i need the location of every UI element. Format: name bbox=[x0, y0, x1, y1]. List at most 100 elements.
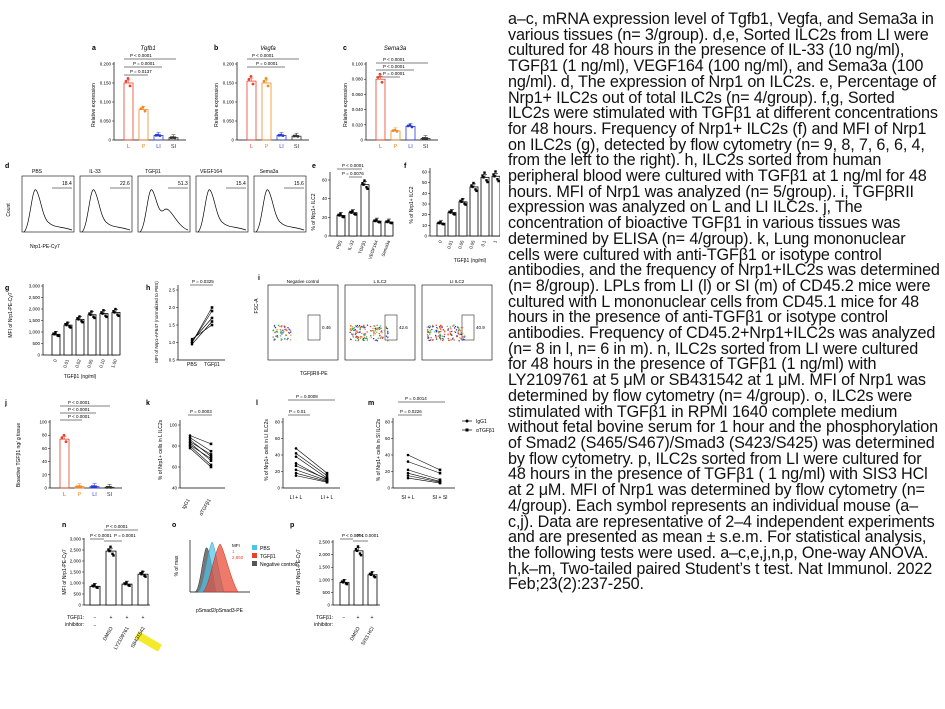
event-dot bbox=[434, 334, 437, 337]
histogram-curve bbox=[255, 189, 305, 233]
data-point bbox=[460, 200, 463, 204]
paired-line bbox=[189, 445, 212, 466]
histogram-frame bbox=[21, 175, 75, 233]
data-point bbox=[105, 485, 109, 489]
y-axis-label: Bioactive TGFβ1 ng/ g tissue bbox=[16, 423, 22, 487]
event-dot bbox=[274, 338, 276, 341]
paired-line bbox=[189, 437, 212, 452]
y-tick-label: 0.200 bbox=[100, 62, 112, 67]
y-tick-label: 2,500 bbox=[70, 548, 82, 553]
data-point bbox=[114, 307, 117, 311]
event-dot bbox=[450, 328, 452, 330]
condition-label: TGFβ1: bbox=[316, 615, 333, 621]
p-value: P < 0.0001 bbox=[383, 57, 405, 62]
event-dot bbox=[427, 335, 429, 337]
y-tick-label: 500 bbox=[32, 341, 40, 346]
data-point bbox=[188, 441, 192, 445]
data-point bbox=[482, 176, 485, 179]
panel-title: Sema3a bbox=[384, 46, 407, 52]
event-dot bbox=[357, 326, 359, 328]
condition-value: − bbox=[343, 615, 346, 621]
panel-j: j Bioactive TGFβ1 ng/ g tissue 0 20 40 60 80… bbox=[4, 400, 122, 498]
data-point bbox=[362, 183, 365, 186]
y-tick-label: 1,000 bbox=[319, 577, 331, 582]
dotplot-frame bbox=[267, 284, 339, 361]
y-axis-label: % of Nrp1+ cells in LI ILC2s bbox=[264, 419, 270, 481]
data-point bbox=[100, 311, 103, 314]
event-dot bbox=[460, 326, 462, 329]
data-point bbox=[190, 341, 194, 344]
event-dot bbox=[457, 333, 459, 335]
event-dot bbox=[370, 330, 372, 332]
data-point bbox=[93, 316, 96, 320]
event-dot bbox=[456, 335, 458, 338]
paired-line bbox=[407, 454, 441, 471]
y-ticks: 0 20 40 60 80 bbox=[275, 420, 283, 491]
y-tick-label: 0.020 bbox=[352, 122, 364, 127]
data-point bbox=[108, 549, 111, 553]
data-point bbox=[107, 548, 110, 551]
paired-line bbox=[295, 472, 328, 482]
data-point bbox=[354, 213, 357, 216]
bar bbox=[87, 314, 97, 356]
event-dot bbox=[463, 338, 465, 341]
event-dot bbox=[441, 335, 444, 337]
y-tick-label: 60 bbox=[275, 436, 281, 441]
y-ticks: 0 0.020 0.040 0.060 0.080 0.100 bbox=[352, 62, 366, 143]
p-value: P < 0.0001 bbox=[106, 524, 128, 529]
y-tick-label: 60 bbox=[322, 178, 328, 183]
p-value: P = 0.0014 bbox=[405, 396, 427, 401]
x-tick-label: SI + SI bbox=[432, 495, 447, 501]
data-point bbox=[497, 179, 500, 183]
legend-lm: IgG1 αTGFβ1 bbox=[462, 419, 495, 434]
bar bbox=[390, 130, 401, 141]
event-dot bbox=[380, 331, 382, 333]
data-point bbox=[79, 485, 83, 489]
event-dot bbox=[351, 326, 353, 328]
data-point bbox=[69, 326, 72, 329]
event-dot bbox=[363, 333, 365, 335]
panel-letter: l bbox=[256, 400, 258, 407]
legend-item: Negative control bbox=[260, 562, 296, 568]
data-point bbox=[188, 434, 192, 437]
p-value: P = 0.0226 bbox=[400, 409, 422, 414]
event-dot bbox=[376, 324, 378, 327]
event-dot bbox=[363, 334, 365, 336]
data-point bbox=[210, 323, 214, 327]
data-point bbox=[294, 134, 298, 138]
y-tick-label: 0.050 bbox=[223, 119, 235, 124]
event-dot bbox=[378, 328, 381, 330]
event-dot bbox=[387, 332, 389, 335]
data-point bbox=[65, 323, 68, 327]
y-tick-label: 0.100 bbox=[352, 62, 364, 67]
histogram-title: VEGF164 bbox=[200, 169, 222, 175]
y-tick-label: 1,500 bbox=[29, 318, 41, 323]
y-tick-label: 30 bbox=[422, 202, 428, 207]
event-dot bbox=[356, 324, 359, 327]
data-point bbox=[101, 312, 104, 315]
y-axis-label: % of Nrp1+ ILC2 bbox=[311, 193, 317, 230]
data-point bbox=[89, 313, 92, 316]
y-tick-label: 60 bbox=[422, 170, 428, 175]
event-dot bbox=[440, 325, 442, 327]
data-point bbox=[492, 173, 495, 176]
data-point bbox=[126, 77, 130, 80]
x-tick-label: L bbox=[379, 144, 382, 150]
y-tick-label: 1,000 bbox=[29, 330, 41, 335]
event-dot bbox=[366, 331, 368, 333]
event-dot bbox=[431, 326, 434, 328]
dotplot-title: LI ILC2 bbox=[450, 279, 465, 284]
data-point bbox=[496, 178, 499, 181]
panel-letter: a bbox=[92, 45, 96, 52]
data-point bbox=[423, 136, 427, 140]
data-point bbox=[370, 571, 374, 574]
data-point bbox=[102, 309, 105, 312]
data-point bbox=[374, 219, 377, 223]
y-tick-label: 2,500 bbox=[319, 540, 331, 545]
data-point bbox=[471, 185, 474, 189]
event-dot bbox=[429, 333, 431, 335]
data-point bbox=[125, 581, 128, 584]
data-point bbox=[361, 181, 364, 185]
event-dot bbox=[272, 330, 274, 332]
x-tick-label: 1 bbox=[492, 239, 498, 244]
